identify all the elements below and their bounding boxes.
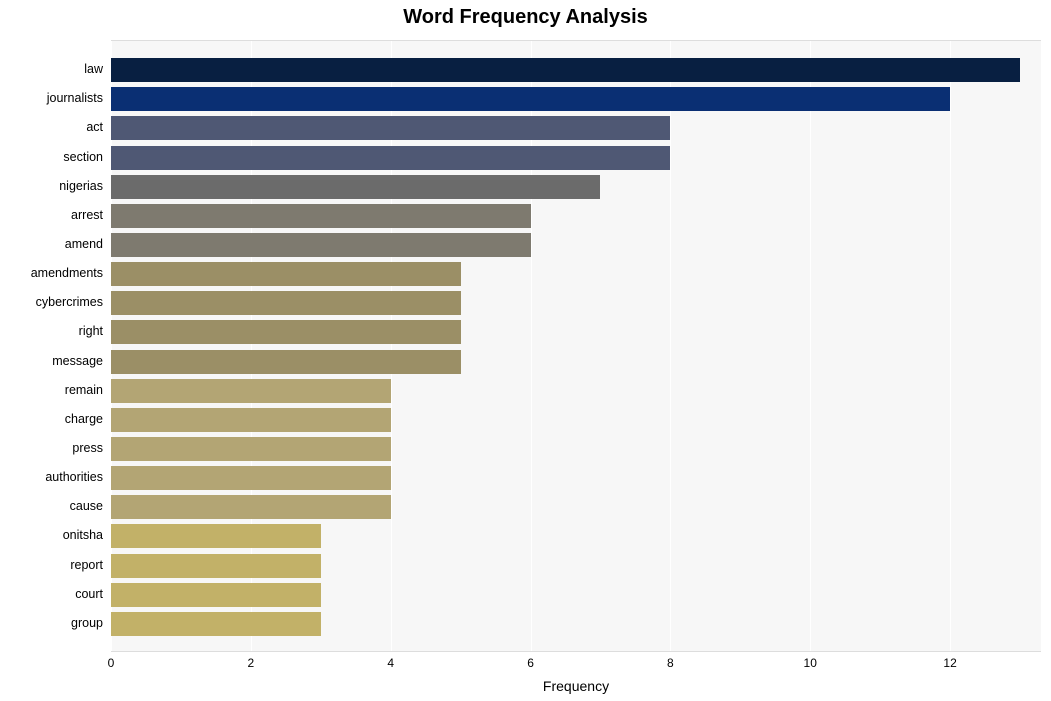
bar bbox=[111, 262, 461, 286]
bar bbox=[111, 408, 391, 432]
y-tick-label: group bbox=[0, 616, 109, 630]
y-tick-label: cybercrimes bbox=[0, 295, 109, 309]
bar bbox=[111, 583, 321, 607]
plot-area bbox=[111, 40, 1041, 652]
y-tick-label: amend bbox=[0, 237, 109, 251]
bar bbox=[111, 175, 600, 199]
y-tick-label: nigerias bbox=[0, 179, 109, 193]
x-tick-label: 0 bbox=[108, 656, 115, 670]
y-tick-label: law bbox=[0, 62, 109, 76]
y-tick-label: act bbox=[0, 120, 109, 134]
y-tick-label: arrest bbox=[0, 208, 109, 222]
y-tick-label: authorities bbox=[0, 470, 109, 484]
y-tick-label: amendments bbox=[0, 266, 109, 280]
bar bbox=[111, 204, 531, 228]
bar bbox=[111, 320, 461, 344]
bar bbox=[111, 350, 461, 374]
y-axis-labels: law journalists act section nigerias arrest am… bbox=[0, 40, 109, 652]
bar bbox=[111, 524, 321, 548]
x-tick-label: 6 bbox=[527, 656, 534, 670]
x-tick-label: 2 bbox=[248, 656, 255, 670]
bar bbox=[111, 58, 1020, 82]
y-tick-label: court bbox=[0, 587, 109, 601]
bars-container bbox=[111, 41, 1041, 651]
y-tick-label: message bbox=[0, 354, 109, 368]
y-tick-label: remain bbox=[0, 383, 109, 397]
x-tick-label: 4 bbox=[387, 656, 394, 670]
chart-title: Word Frequency Analysis bbox=[0, 6, 1051, 29]
x-tick-label: 10 bbox=[804, 656, 817, 670]
x-tick-label: 8 bbox=[667, 656, 674, 670]
y-tick-label: report bbox=[0, 558, 109, 572]
bar bbox=[111, 437, 391, 461]
y-tick-label: section bbox=[0, 150, 109, 164]
y-tick-label: cause bbox=[0, 499, 109, 513]
bar bbox=[111, 495, 391, 519]
bar bbox=[111, 233, 531, 257]
x-tick-label: 12 bbox=[943, 656, 956, 670]
bar bbox=[111, 554, 321, 578]
bar bbox=[111, 379, 391, 403]
y-tick-label: onitsha bbox=[0, 528, 109, 542]
bar bbox=[111, 146, 670, 170]
x-axis-ticks: 0 2 4 6 8 10 12 bbox=[111, 656, 1041, 676]
bar bbox=[111, 466, 391, 490]
y-tick-label: right bbox=[0, 324, 109, 338]
bar bbox=[111, 87, 950, 111]
word-frequency-chart: Word Frequency Analysis law journalists ac… bbox=[0, 0, 1051, 701]
y-tick-label: charge bbox=[0, 412, 109, 426]
y-tick-label: journalists bbox=[0, 91, 109, 105]
bar bbox=[111, 612, 321, 636]
bar bbox=[111, 116, 670, 140]
bar bbox=[111, 291, 461, 315]
x-axis-label: Frequency bbox=[111, 678, 1041, 694]
y-tick-label: press bbox=[0, 441, 109, 455]
